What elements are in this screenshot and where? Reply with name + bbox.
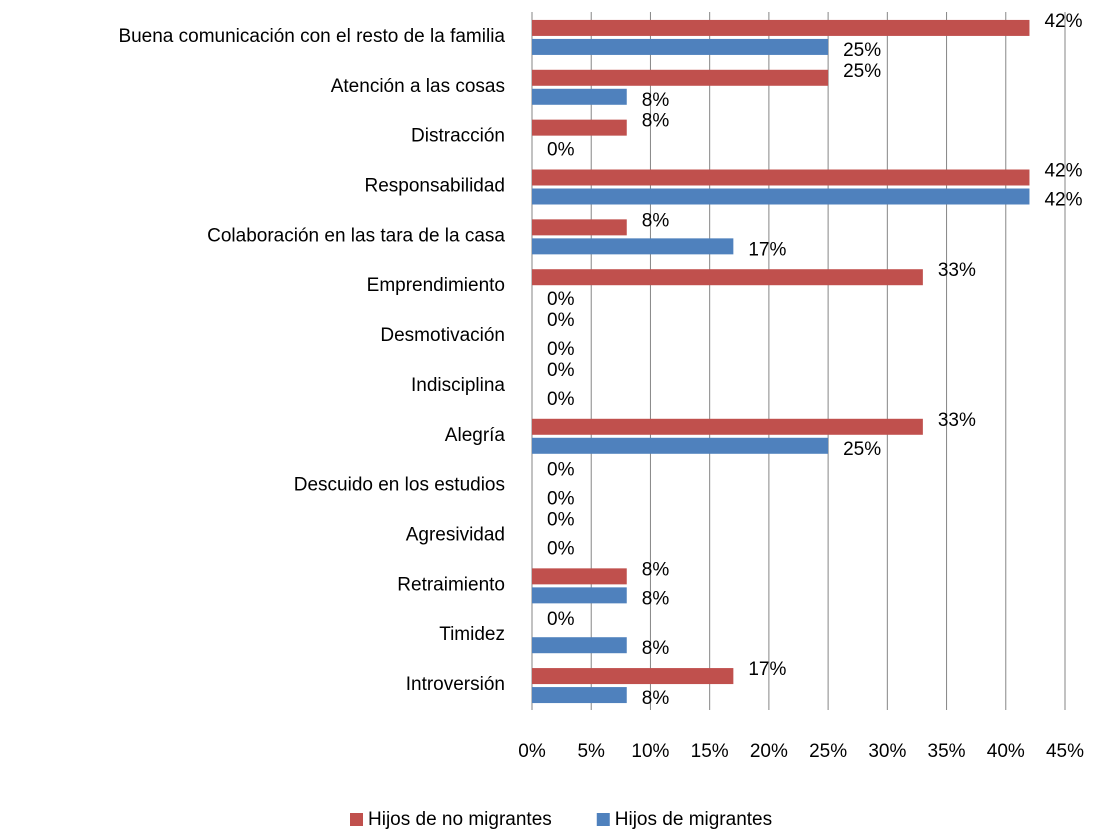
data-label: 0% [547, 609, 575, 630]
legend-label: Hijos de migrantes [615, 809, 772, 830]
y-tick-label: Buena comunicación con el resto de la fa… [118, 26, 505, 47]
data-label: 8% [642, 210, 670, 231]
data-label: 0% [547, 510, 575, 531]
y-tick-label: Colaboración en las tara de la casa [207, 225, 505, 246]
y-tick-label: Descuido en los estudios [294, 475, 505, 496]
y-tick-label: Desmotivación [380, 325, 505, 346]
x-tick-label: 45% [1046, 741, 1084, 762]
data-label: 0% [547, 539, 575, 560]
bar [532, 269, 923, 286]
data-label: 42% [1044, 190, 1082, 211]
data-label: 8% [642, 588, 670, 609]
bar [532, 219, 627, 236]
y-tick-label: Atención a las cosas [331, 76, 505, 97]
y-tick-label: Indisciplina [411, 375, 505, 396]
bar [532, 687, 627, 704]
x-tick-label: 5% [577, 741, 605, 762]
bar [532, 238, 734, 255]
y-tick-label: Emprendimiento [367, 275, 505, 296]
data-label: 25% [843, 439, 881, 460]
y-tick-label: Responsabilidad [365, 176, 506, 197]
data-label: 33% [938, 260, 976, 281]
data-label: 0% [547, 140, 575, 161]
data-label: 0% [547, 310, 575, 331]
y-tick-label: Agresividad [406, 525, 505, 546]
data-label: 33% [938, 410, 976, 431]
bar [532, 19, 1030, 36]
y-tick-label: Alegría [445, 425, 506, 446]
bar [532, 188, 1030, 205]
x-tick-label: 25% [809, 741, 847, 762]
bar [532, 568, 627, 585]
data-label: 8% [642, 638, 670, 659]
y-tick-label: Distracción [411, 126, 505, 147]
bar [532, 637, 627, 654]
data-label: 8% [642, 111, 670, 132]
data-label: 0% [547, 460, 575, 481]
data-label: 0% [547, 360, 575, 381]
data-label: 0% [547, 339, 575, 360]
legend-swatch [596, 813, 610, 826]
bar [532, 587, 627, 604]
data-label: 25% [843, 61, 881, 82]
data-label: 42% [1044, 161, 1082, 182]
x-tick-label: 30% [868, 741, 906, 762]
bar [532, 119, 627, 136]
data-label: 0% [547, 489, 575, 510]
y-tick-label: Introversión [406, 674, 505, 695]
bar [532, 38, 829, 55]
x-tick-label: 15% [691, 741, 729, 762]
legend-label: Hijos de no migrantes [368, 809, 552, 830]
data-label: 42% [1044, 11, 1082, 32]
x-tick-label: 40% [987, 741, 1025, 762]
y-tick-label: Retraimiento [397, 574, 505, 595]
data-label: 8% [642, 688, 670, 709]
legend-swatch [350, 813, 363, 826]
x-tick-label: 20% [750, 741, 788, 762]
data-label: 8% [642, 90, 670, 111]
data-label: 25% [843, 40, 881, 61]
bar [532, 668, 734, 685]
data-label: 0% [547, 389, 575, 410]
x-tick-label: 10% [631, 741, 669, 762]
data-label: 17% [748, 659, 786, 680]
x-tick-label: 35% [928, 741, 966, 762]
data-label: 0% [547, 289, 575, 310]
bar [532, 88, 627, 105]
y-tick-label: Timidez [439, 624, 505, 645]
bar [532, 169, 1030, 186]
bar [532, 69, 829, 86]
data-label: 17% [748, 239, 786, 260]
bar [532, 418, 923, 435]
x-tick-label: 0% [518, 741, 546, 762]
data-label: 8% [642, 559, 670, 580]
bar [532, 437, 829, 454]
